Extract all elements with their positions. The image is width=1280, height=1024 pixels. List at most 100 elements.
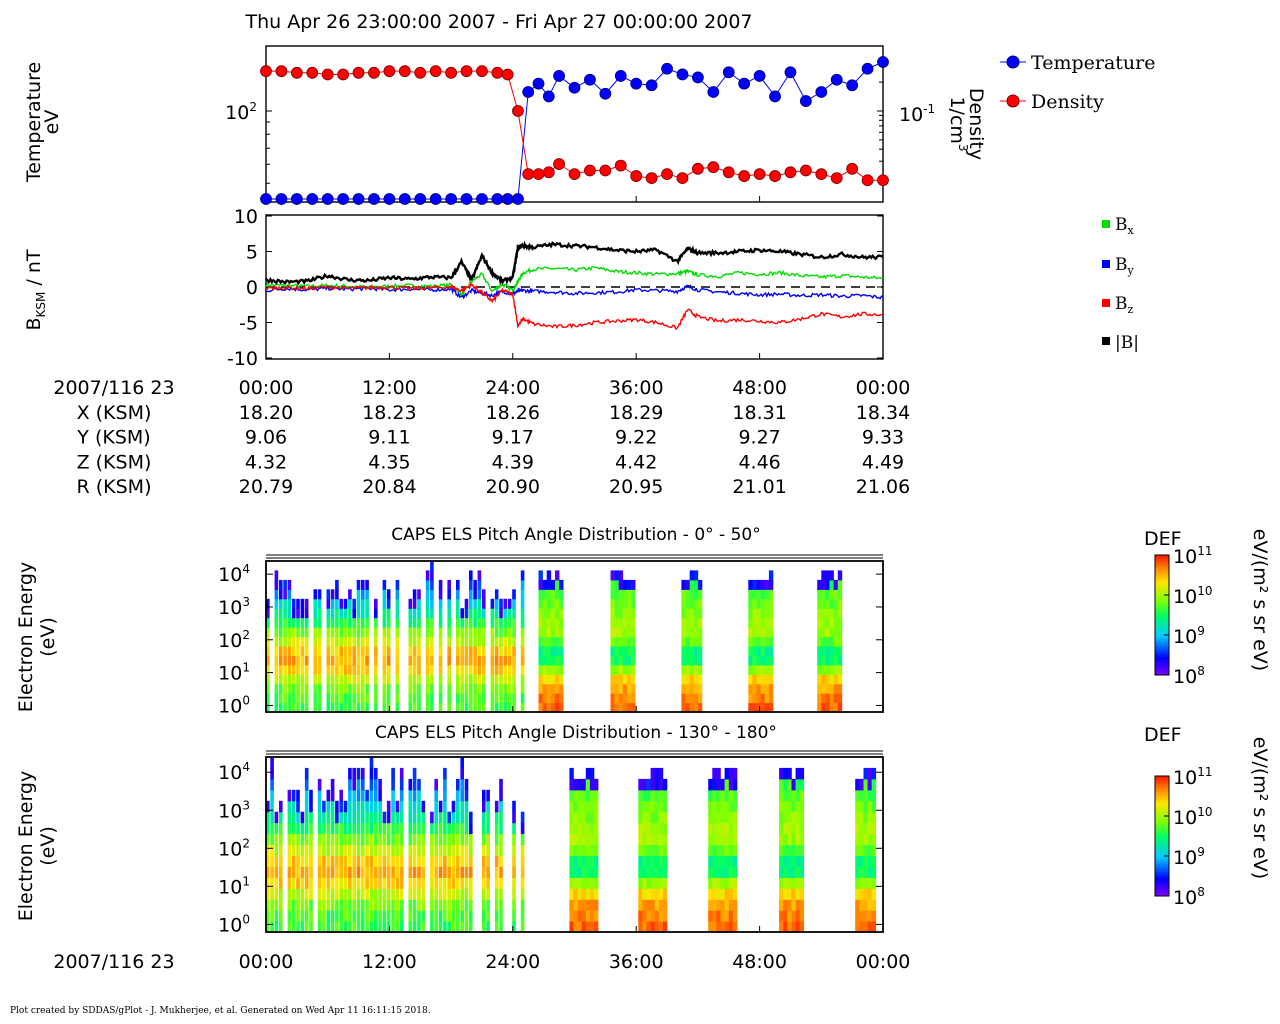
spectrogram-cell	[469, 833, 473, 846]
spectrogram-cell	[859, 855, 864, 867]
spectrogram-cell	[520, 570, 525, 581]
spectrogram-cell	[821, 598, 826, 609]
colorbar-swatch	[1155, 571, 1169, 574]
spectrogram-cell	[369, 757, 374, 769]
spectrogram-cell	[589, 866, 595, 878]
spectrogram-cell	[585, 855, 591, 867]
spectrogram-cell	[594, 844, 599, 856]
spectrogram-cell	[855, 910, 860, 922]
temperature-axis-title: Temperature eV	[23, 62, 63, 183]
spectrogram-cell	[425, 589, 430, 600]
spectrogram-cell	[512, 608, 516, 619]
spectrogram-cell	[724, 800, 729, 813]
spectrogram-cell	[300, 627, 305, 638]
spectrogram-cell	[464, 877, 469, 889]
spectrogram-cell	[482, 693, 486, 704]
spectrogram-cell	[662, 789, 668, 802]
spectrogram-cell	[646, 866, 651, 878]
spectrogram-cell	[270, 822, 274, 835]
spectrogram-cell	[365, 877, 369, 889]
spectrogram-cell	[799, 833, 805, 846]
spectrogram-cell	[352, 702, 356, 713]
spectrogram-cell	[638, 855, 643, 867]
spectrogram-cell	[456, 608, 460, 619]
spectrogram-cell	[732, 877, 738, 889]
spectrogram-cell	[752, 645, 757, 656]
spectrogram-cell	[681, 579, 686, 590]
spectrogram-cell	[477, 683, 482, 694]
spectrogram-cell	[352, 855, 356, 867]
spectrogram-cell	[520, 636, 525, 647]
spectrogram-cell	[712, 899, 717, 911]
colorbar-swatch	[1155, 631, 1169, 634]
density-point	[321, 68, 334, 81]
temperature-point	[398, 193, 411, 205]
spectrogram-cell	[863, 833, 868, 846]
spectrogram-cell	[356, 617, 361, 628]
spectrogram-cell	[546, 598, 552, 609]
spectrogram-cell	[631, 655, 636, 666]
spectrogram-cell	[408, 778, 413, 791]
spectrogram-cell	[339, 617, 343, 628]
spectrogram-cell	[490, 655, 495, 666]
spectrogram-cell	[871, 811, 877, 824]
spectrogram-cell	[460, 855, 464, 867]
spectrogram-cell	[456, 674, 460, 685]
spectrogram-cell	[507, 693, 512, 704]
colorbar-tick-label: 109	[1173, 845, 1205, 869]
spectrogram-cell	[720, 899, 725, 911]
spectrogram-cell	[382, 844, 387, 856]
spectrogram-cell	[499, 800, 503, 813]
spectrogram-cell	[626, 693, 632, 704]
spectrogram-cell	[642, 844, 647, 856]
spectrogram-cell	[559, 683, 564, 694]
spectrogram-cell	[279, 664, 283, 675]
colorbar-swatch	[1155, 657, 1169, 660]
colorbar-swatch	[1155, 794, 1169, 797]
temperature-point	[383, 193, 396, 205]
spectrogram-cell	[833, 579, 838, 590]
spectrogram-cell	[386, 702, 391, 713]
spectrogram-cell	[417, 833, 421, 846]
spectrogram-cell	[760, 645, 765, 656]
spectrogram-cell	[438, 866, 443, 878]
spectrogram-cell	[764, 655, 770, 666]
spectrogram-cell	[512, 866, 516, 878]
spectrogram-cell	[867, 855, 872, 867]
spectrogram-cell	[326, 789, 331, 802]
spectrogram-cell	[343, 877, 348, 889]
spectrogram-cell	[689, 617, 695, 628]
spectrogram-cell	[650, 767, 655, 780]
spectrogram-cell	[859, 811, 864, 824]
spectrogram-cell	[871, 789, 877, 802]
spectrogram-cell	[361, 833, 365, 846]
spectrogram-cell	[395, 608, 400, 619]
spectrogram-cell	[512, 888, 516, 900]
spectrogram-cell	[361, 789, 365, 802]
spectrogram-cell	[421, 899, 426, 911]
spectrogram-cell	[520, 921, 525, 933]
spectrogram-cell	[507, 636, 512, 647]
density-axis-title: Density 1/cm3	[946, 88, 987, 160]
colorbar-swatch	[1155, 659, 1169, 662]
spectrogram-cell	[658, 888, 664, 900]
spectrogram-cell	[477, 579, 482, 590]
spectrogram-cell	[871, 877, 877, 889]
spectrogram-cell	[594, 921, 599, 933]
spectrogram-cell	[779, 767, 784, 780]
spectrogram-cell	[503, 674, 508, 685]
spectrogram-cell	[779, 833, 784, 846]
spectrogram-cell	[764, 683, 770, 694]
colorbar-swatch	[1155, 647, 1169, 650]
spectrogram-cell	[456, 627, 460, 638]
spectrogram-cell	[546, 674, 552, 685]
spectrogram-cell	[447, 921, 451, 933]
spectrogram-cell	[559, 627, 564, 638]
spectrogram-cell	[386, 899, 391, 911]
spectrogram-cell	[391, 855, 395, 867]
spectrogram-cell	[343, 866, 348, 878]
spectrogram-cell	[451, 866, 456, 878]
spectrogram-cell	[356, 789, 361, 802]
ephemeris-row-label: Y (KSM)	[76, 427, 150, 449]
spectrogram-cell	[438, 627, 443, 638]
